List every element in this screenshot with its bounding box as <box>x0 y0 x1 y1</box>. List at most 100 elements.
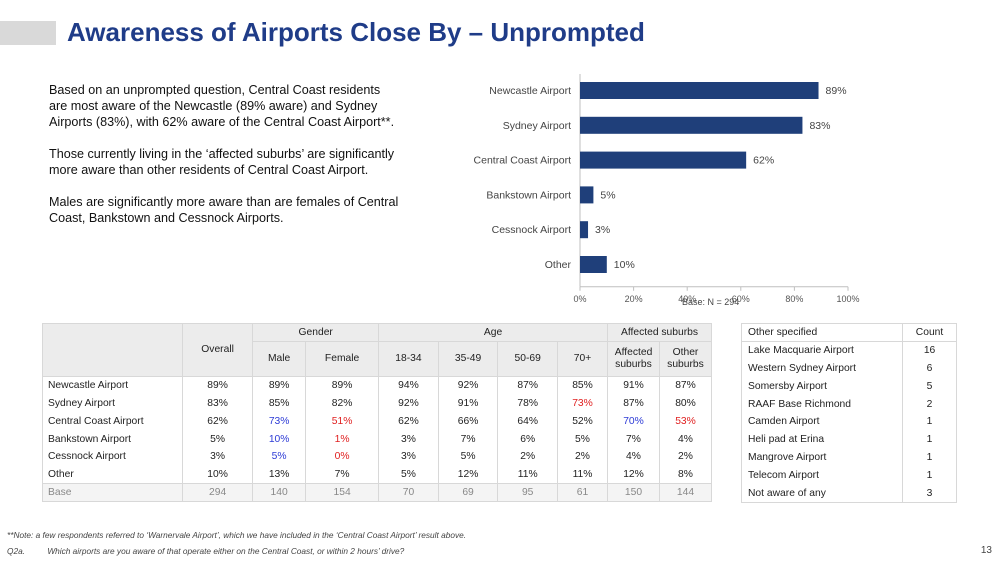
list-item: Not aware of any 3 <box>740 484 957 503</box>
other-airport-count: 6 <box>902 359 957 378</box>
table-cell: 91% <box>607 376 660 395</box>
table-cell: 2% <box>659 447 712 466</box>
chart-category-label: Bankstown Airport <box>486 189 571 201</box>
table-row: Cessnock Airport 3% 5% 0% 3% 5% 2% 2% 4% 2% <box>42 447 712 466</box>
chart-bar <box>580 151 747 169</box>
other-airport-name: Western Sydney Airport <box>740 359 904 378</box>
other-airport-count: 1 <box>902 448 957 467</box>
table-cell: 7% <box>607 430 660 448</box>
table-cell: 52% <box>556 412 609 431</box>
table-cell: 91% <box>437 394 499 413</box>
other-airport-name: Mangrove Airport <box>740 448 904 467</box>
row-label: Bankstown Airport <box>42 430 183 448</box>
page-number: 13 <box>980 545 992 556</box>
table-cell: 0% <box>305 447 380 466</box>
table-cell: 10% <box>181 465 254 484</box>
table-cell: 70% <box>607 412 660 431</box>
other-airport-count: 1 <box>902 430 957 449</box>
chart-category-label: Sydney Airport <box>503 120 571 132</box>
table-cell: 150 <box>607 483 660 503</box>
chart-x-tick-label: 40% <box>678 294 696 304</box>
chart-bar <box>580 221 589 239</box>
table-cell: 82% <box>305 394 380 413</box>
list-item: Heli pad at Erina 1 <box>740 430 957 449</box>
col-header-other-specified: Other specified <box>740 323 904 342</box>
table-cell: 12% <box>437 465 499 484</box>
table-cell: 3% <box>378 430 439 448</box>
table-cell: 4% <box>607 447 660 466</box>
summary-paragraph: Those currently living in the ‘affected … <box>49 147 395 177</box>
chart-bar <box>580 116 803 134</box>
other-airport-count: 1 <box>902 412 957 431</box>
table-cell: 5% <box>181 430 254 448</box>
other-airport-count: 5 <box>902 377 957 396</box>
footnote: **Note: a few respondents referred to ‘W… <box>7 530 467 540</box>
other-specified-table: Other specified Count Lake Macquarie Air… <box>740 323 957 503</box>
chart-svg: Newcastle Airport 89% Sydney Airport 83% Cen… <box>474 74 860 304</box>
other-airport-name: Heli pad at Erina <box>740 430 904 449</box>
table-corner <box>42 323 183 377</box>
table-base-row: Base 294 140 154 70 69 95 61 150 144 <box>42 483 712 503</box>
list-item: Somersby Airport 5 <box>740 377 957 396</box>
awareness-bar-chart: Newcastle Airport 89% Sydney Airport 83% Cen… <box>440 64 880 314</box>
other-airport-name: Not aware of any <box>740 484 904 503</box>
table-row: Other 10% 13% 7% 5% 12% 11% 11% 12% 8% <box>42 465 712 484</box>
list-item: Western Sydney Airport 6 <box>740 359 957 378</box>
list-item: Telecom Airport 1 <box>740 466 957 485</box>
summary-paragraph: Males are significantly more aware than … <box>49 195 399 225</box>
table-cell: 1% <box>305 430 380 448</box>
row-label: Cessnock Airport <box>42 447 183 466</box>
col-header: Male <box>252 340 307 377</box>
table-cell: 62% <box>378 412 439 431</box>
table-cell: 85% <box>556 376 609 395</box>
table-cell: 87% <box>659 376 712 395</box>
table-cell: 64% <box>497 412 558 431</box>
other-airport-name: Lake Macquarie Airport <box>740 341 904 360</box>
chart-category-label: Central Coast Airport <box>474 155 572 167</box>
list-item: Lake Macquarie Airport 16 <box>740 341 957 360</box>
other-airport-name: Somersby Airport <box>740 377 904 396</box>
col-header: 50-69 <box>497 340 558 377</box>
chart-value-label: 3% <box>595 224 610 236</box>
table-cell: 5% <box>378 465 439 484</box>
col-header-count: Count <box>902 323 957 342</box>
table-cell: 3% <box>181 447 254 466</box>
row-label: Central Coast Airport <box>42 412 183 431</box>
col-header: 70+ <box>556 340 609 377</box>
table-cell: 7% <box>305 465 380 484</box>
table-cell: 89% <box>181 376 254 395</box>
col-header: Other suburbs <box>659 340 712 377</box>
chart-x-tick-label: 60% <box>732 294 750 304</box>
summary-text: Based on an unprompted question, Central… <box>49 82 401 242</box>
group-header-age: Age <box>378 323 608 342</box>
table-cell: 12% <box>607 465 660 484</box>
col-header: Affected suburbs <box>607 340 660 377</box>
table-cell: 87% <box>607 394 660 413</box>
table-cell: 92% <box>378 394 439 413</box>
table-cell: 53% <box>659 412 712 431</box>
table-cell: 10% <box>252 430 307 448</box>
summary-paragraph: Based on an unprompted question, Central… <box>49 83 395 129</box>
table-cell: 8% <box>659 465 712 484</box>
table-cell: 61 <box>556 483 609 503</box>
other-airport-name: RAAF Base Richmond <box>740 395 904 413</box>
list-item: Camden Airport 1 <box>740 412 957 431</box>
table-cell: 144 <box>659 483 712 503</box>
col-header: Female <box>305 340 380 377</box>
col-header: Overall <box>181 323 254 377</box>
other-airport-count: 2 <box>902 395 957 413</box>
table-cell: 78% <box>497 394 558 413</box>
table-cell: 2% <box>556 447 609 466</box>
table-cell: 5% <box>437 447 499 466</box>
chart-category-label: Cessnock Airport <box>492 224 571 236</box>
slide-title: Awareness of Airports Close By – Unpromp… <box>67 17 645 47</box>
row-label: Newcastle Airport <box>42 376 183 395</box>
chart-value-label: 62% <box>753 155 774 167</box>
other-airport-count: 1 <box>902 466 957 485</box>
chart-value-label: 83% <box>809 120 830 132</box>
table-cell: 95 <box>497 483 558 503</box>
chart-bar <box>580 256 607 273</box>
table-cell: 73% <box>252 412 307 431</box>
table-row: Bankstown Airport 5% 10% 1% 3% 7% 6% 5% 7% 4% <box>42 430 712 448</box>
list-item: RAAF Base Richmond 2 <box>740 395 957 413</box>
